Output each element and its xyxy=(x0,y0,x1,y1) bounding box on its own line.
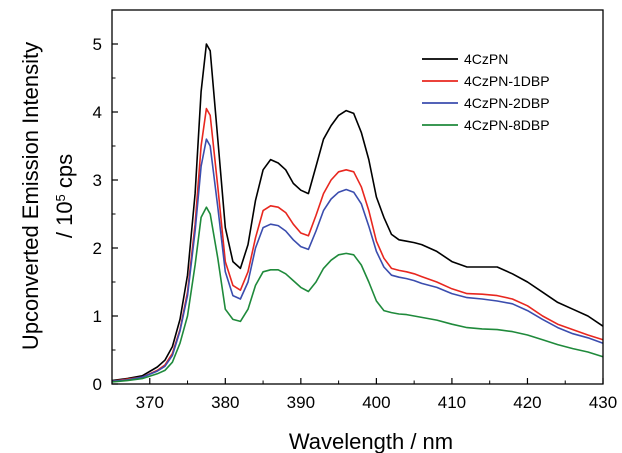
series-line-3 xyxy=(111,206,604,383)
y-tick-label-0: 0 xyxy=(93,375,102,394)
legend-label-2: 4CzPN-2DBP xyxy=(464,95,550,111)
series-line-1 xyxy=(111,107,604,383)
y-axis-title-prefix: / 10 xyxy=(52,201,77,238)
x-tick-label-4: 410 xyxy=(438,393,466,412)
x-tick-label-1: 380 xyxy=(211,393,239,412)
x-tick-label-0: 370 xyxy=(136,393,164,412)
y-tick-label-5: 5 xyxy=(93,35,102,54)
legend-label-0: 4CzPN xyxy=(464,51,508,67)
y-tick-label-3: 3 xyxy=(93,171,102,190)
plot-frame xyxy=(111,9,604,385)
y-axis-title-exponent: 5 xyxy=(53,194,68,201)
y-axis-title-line1: Upconverted Emission Intensity xyxy=(18,42,43,350)
y-axis-title: Upconverted Emission Intensity / 105 cps xyxy=(18,42,77,350)
x-tick-label-6: 430 xyxy=(589,393,617,412)
legend-label-3: 4CzPN-8DBP xyxy=(464,117,550,133)
y-tick-label-1: 1 xyxy=(93,307,102,326)
x-axis-title: Wavelength / nm xyxy=(289,429,453,453)
legend-label-1: 4CzPN-1DBP xyxy=(464,73,550,89)
y-tick-label-4: 4 xyxy=(93,103,102,122)
series-line-0 xyxy=(111,43,604,382)
series-line-2 xyxy=(111,138,604,383)
y-tick-label-2: 2 xyxy=(93,239,102,258)
y-axis-title-line2: / 105 cps xyxy=(52,154,77,238)
x-tick-label-5: 420 xyxy=(513,393,541,412)
plot-layer: 370 380 390 400 410 420 430 0 1 2 3 4 5 4CzPN 4CzPN-1D… xyxy=(93,9,617,412)
x-tick-label-3: 400 xyxy=(362,393,390,412)
y-axis-title-unit: cps xyxy=(52,154,77,194)
x-tick-label-2: 390 xyxy=(287,393,315,412)
